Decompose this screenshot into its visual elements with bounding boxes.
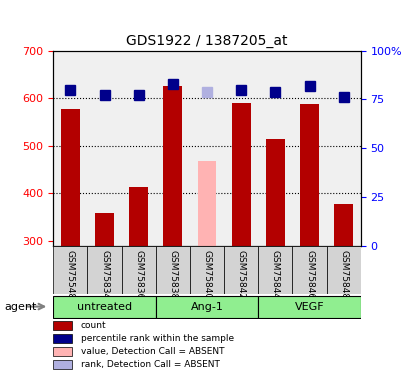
FancyBboxPatch shape [258,246,292,294]
Text: GSM75548: GSM75548 [66,251,75,300]
Text: rank, Detection Call = ABSENT: rank, Detection Call = ABSENT [81,360,219,369]
Text: GSM75846: GSM75846 [304,251,313,300]
FancyBboxPatch shape [53,246,87,294]
Bar [333,204,352,246]
Bar [265,139,284,246]
Text: GSM75842: GSM75842 [236,251,245,300]
Text: untreated: untreated [77,302,132,312]
Bar [53,347,72,356]
FancyBboxPatch shape [155,246,189,294]
Bar [129,187,148,246]
Title: GDS1922 / 1387205_at: GDS1922 / 1387205_at [126,34,287,48]
FancyBboxPatch shape [53,296,155,318]
Text: GSM75838: GSM75838 [168,251,177,300]
Text: value, Detection Call = ABSENT: value, Detection Call = ABSENT [81,347,224,356]
Text: GSM75848: GSM75848 [338,251,347,300]
Text: count: count [81,321,106,330]
Bar [163,86,182,246]
Bar [53,360,72,369]
Text: GSM75836: GSM75836 [134,251,143,300]
FancyBboxPatch shape [87,246,121,294]
Bar [95,213,114,246]
FancyBboxPatch shape [224,246,258,294]
Bar [299,104,318,246]
Text: agent: agent [4,302,36,312]
Text: Ang-1: Ang-1 [190,302,223,312]
Text: GSM75844: GSM75844 [270,251,279,300]
Bar [53,321,72,330]
FancyBboxPatch shape [326,246,360,294]
Bar [53,334,72,343]
Bar [197,161,216,246]
FancyBboxPatch shape [189,246,224,294]
Text: percentile rank within the sample: percentile rank within the sample [81,334,234,343]
FancyBboxPatch shape [292,246,326,294]
Text: GSM75840: GSM75840 [202,251,211,300]
FancyBboxPatch shape [121,246,155,294]
FancyBboxPatch shape [155,296,258,318]
Text: VEGF: VEGF [294,302,324,312]
Bar [61,109,80,246]
Text: GSM75834: GSM75834 [100,251,109,300]
FancyBboxPatch shape [258,296,360,318]
Bar [231,103,250,246]
